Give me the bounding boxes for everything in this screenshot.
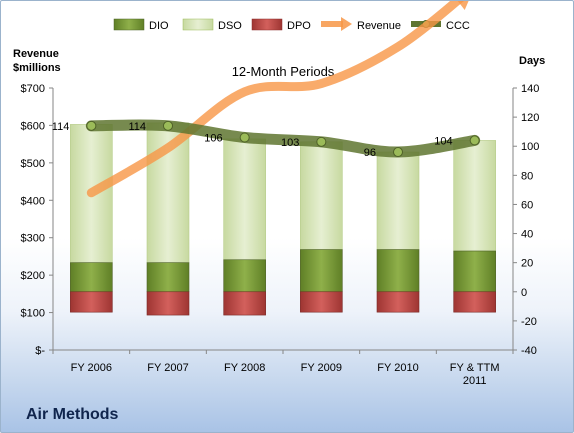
ccc-data-label: 106 xyxy=(204,132,222,144)
right-axis-title: Days xyxy=(519,55,545,67)
bar-dso xyxy=(223,138,266,261)
right-tick-label: 20 xyxy=(521,258,533,270)
left-tick-label: $100 xyxy=(21,308,45,320)
svg-text:CCC: CCC xyxy=(446,20,470,32)
company-name: Air Methods xyxy=(26,406,119,423)
bar-dpo xyxy=(70,291,113,313)
lines-layer: 114 114 106 103 96 104 xyxy=(52,1,481,198)
left-tick-label: $200 xyxy=(21,270,45,282)
bar-dio xyxy=(453,250,496,293)
axis-ticks: $- $100 $200 $300 $400 $500 $600 $700 -40 -20 0 20 4… xyxy=(21,83,540,387)
legend-item-dso: DSO xyxy=(182,18,242,32)
bar-dso xyxy=(300,141,343,250)
right-tick-label: -20 xyxy=(521,316,537,328)
x-tick-label: FY & TTM xyxy=(450,362,500,374)
ccc-data-label: 114 xyxy=(52,121,70,133)
x-tick-label: FY 2009 xyxy=(301,362,342,374)
ccc-point xyxy=(86,120,97,131)
legend-item-revenue: Revenue xyxy=(321,17,401,32)
ccc-data-label: 103 xyxy=(281,137,299,149)
ccc-data-label: 96 xyxy=(364,147,376,159)
left-tick-label: $600 xyxy=(21,120,45,132)
left-tick-label: $- xyxy=(35,345,45,357)
revenue-line xyxy=(86,1,465,198)
ccc-point xyxy=(239,132,250,143)
bar-dio xyxy=(223,259,266,293)
ccc-line xyxy=(85,119,481,158)
x-tick-label: FY 2007 xyxy=(147,362,188,374)
svg-text:DSO: DSO xyxy=(218,20,242,32)
bar-dpo xyxy=(223,291,266,316)
ccc-point xyxy=(316,136,327,147)
bar-dio xyxy=(70,262,113,293)
bar-dio xyxy=(376,249,420,293)
right-tick-label: 0 xyxy=(521,287,527,299)
bar-dpo xyxy=(453,291,496,313)
bar-dpo xyxy=(376,291,420,313)
left-tick-label: $500 xyxy=(21,158,45,170)
x-tick-label: 2011 xyxy=(463,375,487,387)
x-tick-label: FY 2008 xyxy=(224,362,265,374)
bar-dso xyxy=(453,140,496,252)
bar-dio xyxy=(146,262,190,293)
left-axis-title-line2: $millions xyxy=(13,62,61,74)
left-axis-title-line1: Revenue xyxy=(13,48,59,60)
right-tick-label: 60 xyxy=(521,199,533,211)
chart-title: 12-Month Periods xyxy=(232,64,335,79)
revenue-arrowhead xyxy=(457,1,469,10)
legend-item-dio: DIO xyxy=(113,18,169,32)
left-tick-label: $300 xyxy=(21,233,45,245)
legend: DIO DSO DPO Revenue CCC xyxy=(113,17,470,32)
bar-dso xyxy=(376,151,420,250)
right-tick-label: -40 xyxy=(521,345,537,357)
right-tick-label: 120 xyxy=(521,112,539,124)
svg-text:DIO: DIO xyxy=(149,20,169,32)
right-tick-label: 140 xyxy=(521,83,539,95)
ccc-point xyxy=(393,147,403,158)
ccc-point xyxy=(469,135,480,146)
legend-item-dpo: DPO xyxy=(251,18,311,32)
left-tick-label: $700 xyxy=(21,83,45,95)
left-tick-label: $400 xyxy=(21,195,45,207)
x-tick-label: FY 2006 xyxy=(71,362,112,374)
svg-text:Revenue: Revenue xyxy=(357,20,401,32)
right-tick-label: 40 xyxy=(521,229,533,241)
bar-dpo xyxy=(146,291,190,316)
ccc-data-label: 104 xyxy=(434,135,452,147)
bars-layer xyxy=(70,122,496,316)
x-tick-label: FY 2010 xyxy=(377,362,418,374)
bar-dio xyxy=(300,249,343,293)
ccc-point xyxy=(163,120,173,131)
bar-dpo xyxy=(300,291,343,313)
right-tick-label: 80 xyxy=(521,170,533,182)
svg-text:DPO: DPO xyxy=(287,20,311,32)
right-tick-label: 100 xyxy=(521,141,539,153)
ccc-data-label: 114 xyxy=(128,121,146,133)
